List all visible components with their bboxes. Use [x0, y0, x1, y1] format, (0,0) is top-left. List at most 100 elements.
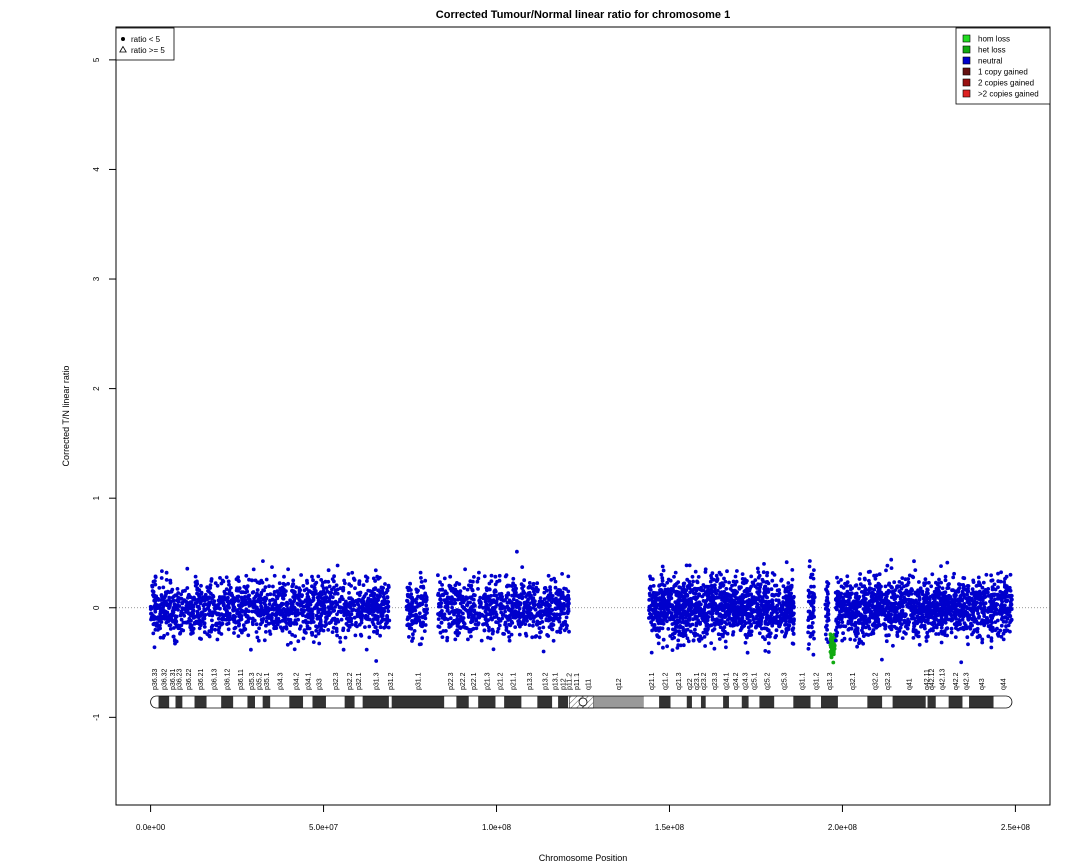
data-point [751, 582, 756, 586]
data-point [842, 636, 847, 641]
data-point [321, 589, 326, 594]
data-point [161, 585, 166, 590]
data-point [698, 606, 702, 611]
data-point [740, 572, 745, 576]
data-point [474, 618, 479, 623]
data-point [322, 596, 327, 600]
data-point [966, 642, 970, 647]
data-point [829, 639, 834, 644]
data-point [409, 592, 414, 596]
data-point [784, 615, 789, 620]
data-point [670, 604, 675, 609]
data-point [482, 593, 486, 598]
data-point [269, 617, 274, 622]
data-point [346, 628, 351, 633]
data-point [897, 584, 902, 589]
data-point [153, 574, 158, 579]
data-point [889, 566, 894, 570]
data-point [552, 612, 557, 617]
data-point [409, 626, 414, 631]
data-point [668, 634, 673, 638]
data-point [743, 640, 748, 645]
data-point [293, 634, 297, 638]
data-point [540, 620, 545, 624]
data-point [555, 629, 559, 634]
data-point [703, 644, 707, 648]
data-point [848, 637, 853, 642]
data-point [784, 619, 788, 624]
data-point [367, 635, 372, 640]
data-point [316, 631, 321, 636]
data-point [224, 575, 229, 580]
data-point [455, 614, 460, 619]
data-point [270, 565, 274, 569]
data-point [439, 604, 443, 609]
data-point [216, 598, 221, 603]
data-point [777, 600, 782, 605]
data-point [444, 629, 448, 633]
data-point [262, 588, 266, 593]
data-point [276, 618, 280, 622]
data-point [379, 585, 384, 590]
data-point [270, 597, 275, 602]
data-point [750, 602, 754, 607]
data-point [337, 605, 342, 610]
data-point [294, 585, 299, 590]
data-point [306, 620, 310, 625]
data-point [564, 622, 568, 627]
data-point [531, 583, 536, 587]
data-point [651, 593, 655, 597]
data-point [700, 594, 705, 599]
data-point [252, 599, 256, 603]
data-point [743, 632, 748, 637]
data-point [155, 606, 160, 611]
data-point [754, 624, 758, 629]
data-point [304, 631, 308, 635]
data-point [807, 625, 812, 629]
data-point [226, 627, 231, 632]
data-point [689, 605, 694, 610]
data-point [208, 583, 213, 587]
data-point [649, 612, 653, 617]
data-point [156, 628, 160, 632]
data-point [720, 608, 725, 613]
data-point [199, 583, 203, 588]
data-point [174, 639, 179, 644]
data-point [489, 573, 494, 578]
data-point [342, 602, 347, 607]
data-point [949, 626, 954, 631]
data-point [315, 625, 320, 630]
data-point [250, 616, 255, 621]
data-point [195, 621, 199, 625]
data-point [541, 601, 546, 606]
data-point [179, 597, 184, 601]
data-point [175, 587, 180, 591]
data-point [741, 605, 746, 610]
data-point [501, 612, 506, 617]
data-point [757, 587, 762, 592]
data-point [469, 634, 473, 639]
data-point [363, 602, 367, 607]
data-point [423, 623, 428, 627]
data-point [466, 612, 471, 617]
data-point [766, 650, 771, 654]
data-point [357, 609, 361, 614]
data-point [162, 600, 167, 605]
data-point [172, 594, 176, 599]
data-point [255, 599, 259, 604]
data-point [663, 587, 668, 592]
data-point [322, 606, 326, 610]
data-point [424, 595, 429, 600]
data-point [202, 625, 207, 629]
data-point [368, 617, 372, 622]
data-point [211, 593, 215, 598]
data-point [310, 633, 315, 637]
data-point [213, 581, 218, 585]
data-point [653, 591, 658, 595]
data-point [493, 574, 498, 579]
data-point [647, 608, 651, 613]
data-point [305, 613, 309, 618]
data-point [889, 585, 894, 590]
data-point [153, 579, 157, 583]
data-point [530, 599, 535, 604]
